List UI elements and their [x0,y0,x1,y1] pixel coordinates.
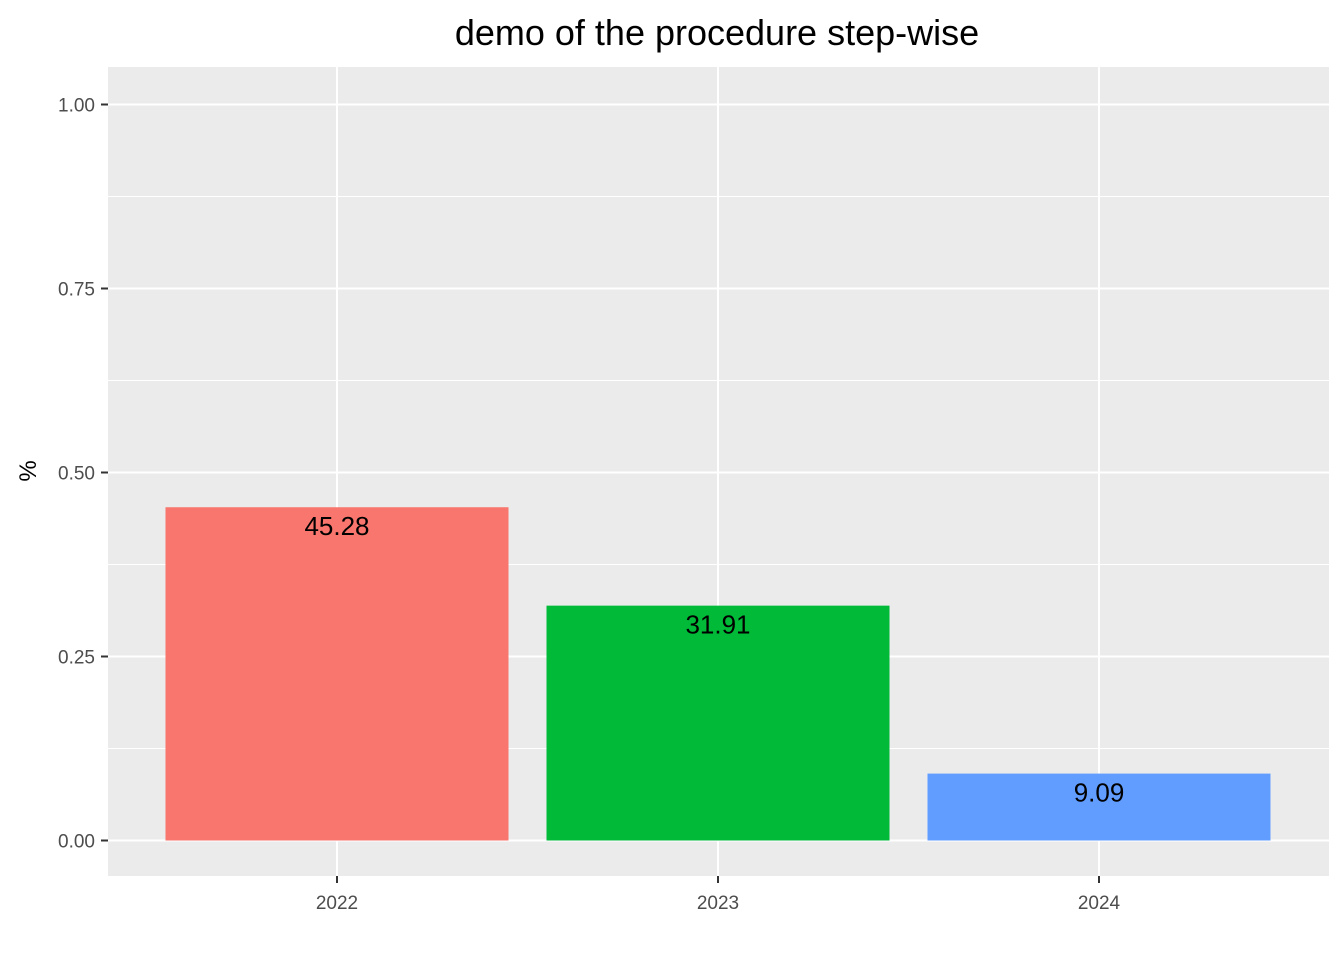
y-tick-label: 1.00 [58,96,95,117]
bars [165,507,1271,841]
y-tick-label: 0.25 [58,648,95,669]
x-tick-label: 2022 [316,893,358,914]
y-tick-label: 0.75 [58,280,95,301]
bar-2024 [927,773,1271,841]
bar-2023 [546,605,890,841]
data-label-2023: 31.91 [685,610,750,640]
data-labels: 45.28 31.91 9.09 [304,511,1124,807]
x-axis: 2022 2023 2024 [316,876,1121,914]
y-tick-label: 0.00 [58,832,95,853]
y-axis: 0.00 0.25 0.50 0.75 1.00 [58,96,108,853]
data-label-2022: 45.28 [304,511,369,541]
bar-2022 [165,507,509,841]
x-tick-label: 2024 [1078,893,1121,914]
data-label-2024: 9.09 [1074,778,1125,808]
x-tick-label: 2023 [697,893,739,914]
y-tick-label: 0.50 [58,464,95,485]
chart-title: demo of the procedure step-wise [455,12,979,53]
y-axis-title: % [15,460,42,481]
